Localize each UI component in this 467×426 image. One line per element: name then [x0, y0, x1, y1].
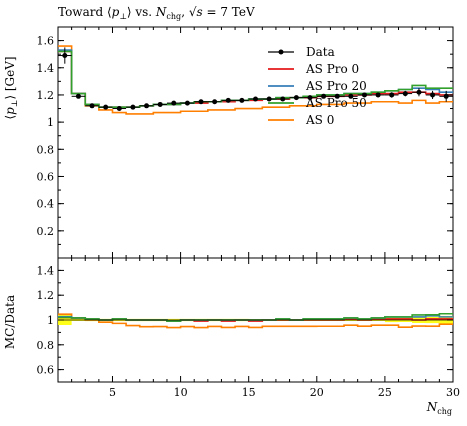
legend-label-as-0: AS 0 — [305, 113, 334, 127]
ratio-y-tick-label: 0.8 — [37, 339, 55, 352]
ratio-as-0-line — [58, 313, 453, 329]
data-point — [348, 93, 354, 99]
data-point — [75, 93, 81, 99]
legend-label-as-pro-50: AS Pro 50 — [305, 96, 367, 110]
ratio-layer — [58, 312, 453, 329]
legend-label-as-pro-20: AS Pro 20 — [305, 79, 367, 93]
legend-label-data: Data — [306, 45, 335, 59]
ratio-y-axis-label: MC/Data — [3, 295, 17, 349]
y-tick-label: 0.2 — [37, 225, 55, 238]
y-tick-label: 0.8 — [37, 143, 55, 156]
ratio-as-pro-50-line — [58, 312, 453, 322]
x-tick-label: 30 — [446, 386, 460, 399]
data-point — [198, 99, 204, 105]
y-tick-label: 1.6 — [37, 35, 55, 48]
data-point — [307, 95, 313, 101]
data-point — [253, 96, 258, 102]
x-tick-label: 25 — [378, 386, 392, 399]
data-point — [171, 100, 177, 106]
data-point — [62, 53, 68, 59]
legend-dot-data — [278, 49, 284, 55]
y-tick-label: 0.6 — [37, 170, 55, 183]
y-axis-label: ⟨p⊥⟩ [GeV] — [3, 56, 19, 119]
data-point — [321, 93, 327, 99]
y-tick-label: 1 — [47, 116, 54, 129]
data-point — [89, 103, 95, 109]
data-point — [225, 97, 231, 103]
data-point — [144, 103, 150, 109]
y-tick-label: 1.4 — [37, 62, 55, 75]
y-tick-label: 1.2 — [37, 89, 55, 102]
data-point — [375, 92, 381, 98]
data-point — [280, 96, 286, 102]
data-point — [402, 91, 408, 97]
data-point — [334, 93, 340, 99]
x-tick-label: 10 — [174, 386, 188, 399]
main-layer — [58, 45, 453, 115]
data-point — [416, 89, 422, 95]
series-as-0-line — [58, 45, 453, 115]
data-point — [116, 106, 122, 112]
x-axis-label: Nchg — [426, 400, 452, 416]
ratio-y-tick-label: 1 — [47, 314, 54, 327]
ratio-y-tick-label: 1.2 — [37, 289, 55, 302]
data-point — [293, 95, 299, 101]
data-point — [130, 104, 136, 110]
chart-title: Toward ⟨p⊥⟩ vs. Nchg, √s = 7 TeV — [58, 5, 255, 21]
data-point — [361, 92, 367, 98]
ratio-y-tick-label: 0.6 — [37, 364, 55, 377]
data-point — [266, 96, 272, 102]
x-tick-label: 15 — [242, 386, 256, 399]
ticks-layer: 5 10 15 20 25 30 0.2 0.4 0.6 0.8 1 1.2 1.4 1.6 0.6 0.8 1… — [37, 27, 460, 399]
data-point — [239, 97, 245, 103]
data-point — [389, 92, 395, 98]
legend-label-as-pro-0: AS Pro 0 — [305, 62, 359, 76]
y-tick-label: 0.4 — [37, 198, 55, 211]
data-point — [103, 104, 109, 110]
ratio-y-tick-label: 1.4 — [37, 264, 55, 277]
data-point — [157, 101, 163, 107]
legend: Data AS Pro 0 AS Pro 20 AS Pro 50 AS 0 — [268, 45, 367, 127]
main-plot-frame — [57, 26, 454, 259]
x-tick-label: 20 — [310, 386, 324, 399]
data-point — [212, 99, 218, 105]
x-tick-label: 5 — [109, 386, 116, 399]
data-point — [430, 92, 436, 98]
data-point — [184, 100, 190, 106]
